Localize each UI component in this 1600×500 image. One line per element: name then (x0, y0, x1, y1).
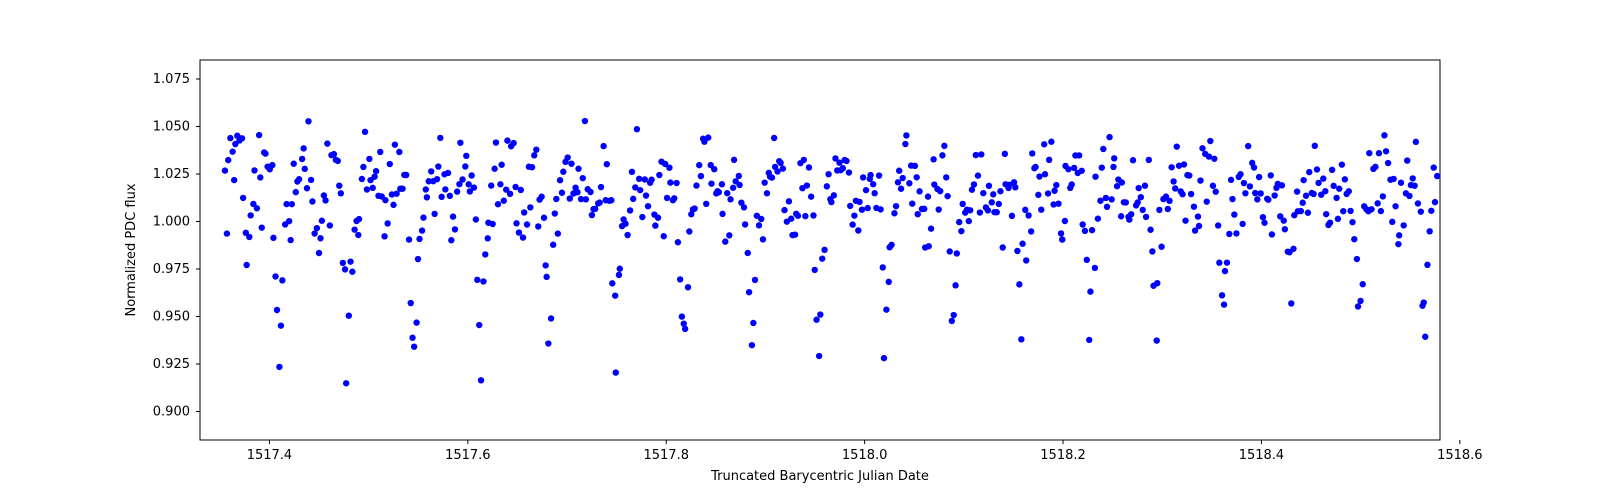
y-tick-label: 1.000 (153, 215, 190, 230)
chart-svg: 1517.4 1517.6 1517.8 1518.0 1518.2 1518.4 1518… (0, 0, 1600, 500)
x-tick-label: 1518.4 (1239, 448, 1285, 463)
x-tick-label: 1518.0 (842, 448, 888, 463)
y-tick-label: 0.975 (153, 262, 190, 277)
x-tick-label: 1518.2 (1040, 448, 1086, 463)
x-tick-label: 1517.6 (445, 448, 491, 463)
scatter-chart: 1517.4 1517.6 1517.8 1518.0 1518.2 1518.4 1518… (0, 0, 1600, 500)
x-tick-label: 1517.4 (247, 448, 293, 463)
x-axis-label: Truncated Barycentric Julian Date (710, 469, 929, 484)
y-axis-label: Normalized PDC flux (124, 183, 139, 316)
y-tick-label: 1.025 (153, 167, 190, 182)
x-tick-label: 1517.8 (643, 448, 689, 463)
y-tick-label: 0.950 (153, 310, 190, 325)
y-tick-label: 0.925 (153, 357, 190, 372)
y-tick-label: 1.050 (153, 120, 190, 135)
y-tick-label: 0.900 (153, 405, 190, 420)
y-tick-label: 1.075 (153, 72, 190, 87)
x-tick-label: 1518.6 (1437, 448, 1483, 463)
